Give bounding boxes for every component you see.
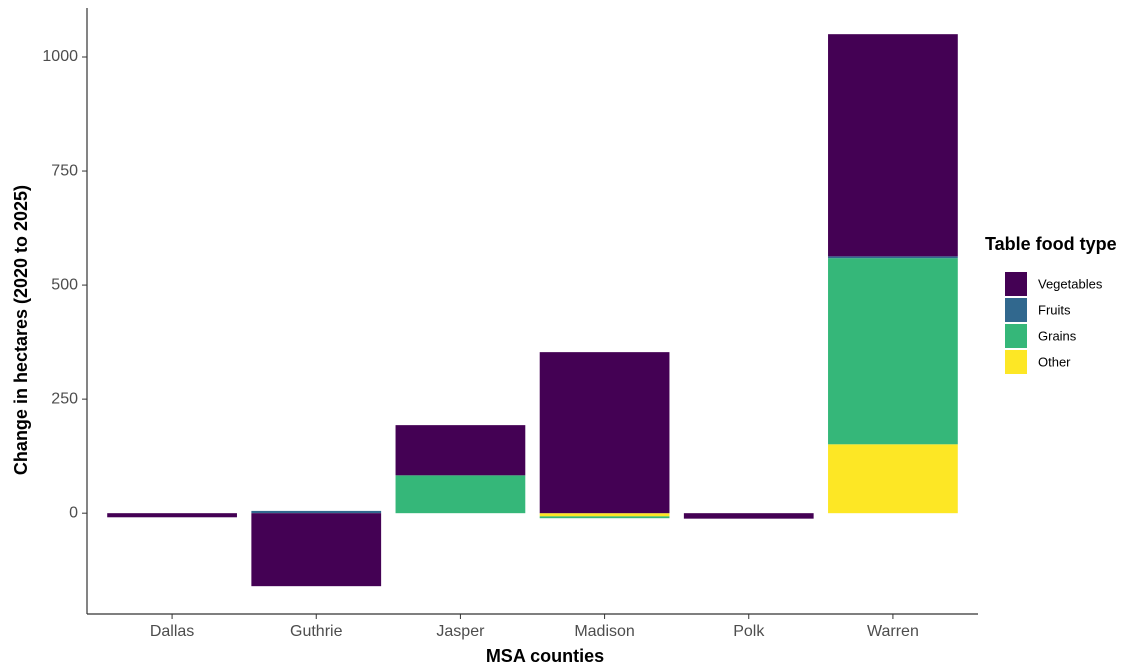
y-tick-label: 0 [69, 504, 78, 521]
x-tick-label: Jasper [436, 623, 485, 640]
x-tick-label: Guthrie [290, 623, 343, 640]
legend-label: Other [1038, 354, 1071, 369]
bar-segment [539, 513, 670, 517]
y-tick-label: 1000 [42, 48, 78, 65]
legend-key [1005, 298, 1027, 322]
bar-segment [395, 425, 526, 476]
bar-segment [683, 513, 814, 519]
legend-label: Grains [1038, 328, 1077, 343]
y-axis-title: Change in hectares (2020 to 2025) [11, 185, 31, 475]
bar-segment [539, 352, 670, 514]
legend-key [1005, 324, 1027, 348]
bar-segment [251, 510, 382, 514]
bar-segment [828, 256, 958, 259]
bar-segment [107, 513, 237, 518]
bar-segment [539, 516, 670, 519]
legend-key [1005, 350, 1027, 374]
bar-segment [828, 34, 958, 257]
y-tick-label: 250 [51, 390, 78, 407]
legend-label: Fruits [1038, 302, 1071, 317]
x-tick-label: Polk [733, 623, 765, 640]
bar-segment [828, 258, 958, 445]
y-tick-label: 500 [51, 276, 78, 293]
x-axis-title: MSA counties [486, 646, 604, 666]
legend-key [1005, 272, 1027, 296]
y-tick-label: 750 [51, 162, 78, 179]
bar-segment [828, 444, 958, 514]
x-tick-label: Dallas [150, 623, 194, 640]
legend-title: Table food type [985, 234, 1117, 254]
bar-segment [395, 475, 526, 514]
x-tick-label: Madison [574, 623, 634, 640]
x-tick-label: Warren [867, 623, 919, 640]
bar-segment [251, 513, 382, 587]
legend-label: Vegetables [1038, 276, 1103, 291]
